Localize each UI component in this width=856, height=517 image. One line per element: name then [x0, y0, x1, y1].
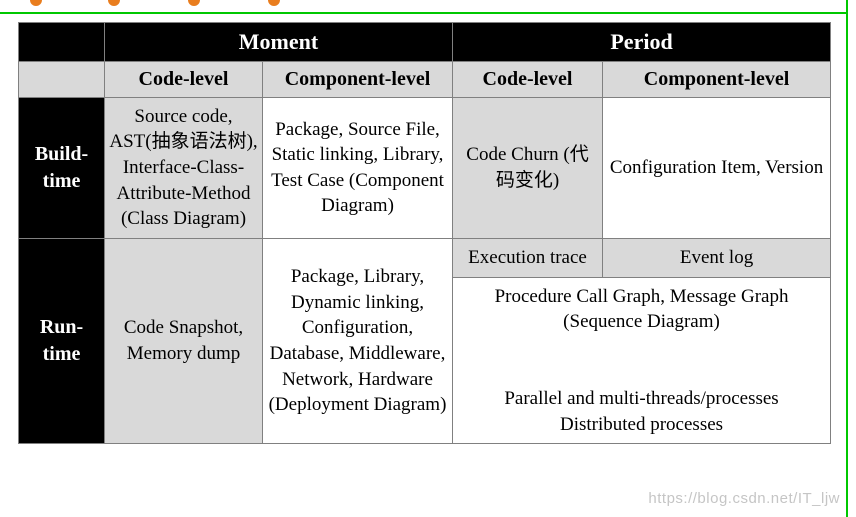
cell-build-period-code: Code Churn (代码变化) — [453, 97, 603, 238]
cell-build-moment-component: Package, Source File, Static linking, Li… — [263, 97, 453, 238]
dot-icon — [268, 0, 280, 6]
row-header-build: Build-time — [19, 97, 105, 238]
header-period: Period — [453, 23, 831, 62]
watermark: https://blog.csdn.net/IT_ljw — [648, 490, 840, 507]
cell-run-moment-component: Package, Library, Dynamic linking, Confi… — [263, 238, 453, 443]
corner-blank — [19, 23, 105, 62]
dot-icon — [30, 0, 42, 6]
dot-icon — [188, 0, 200, 6]
cell-build-period-component: Configuration Item, Version — [603, 97, 831, 238]
subheader-moment-code: Code-level — [105, 61, 263, 97]
cell-run-period-code-top: Execution trace — [453, 238, 603, 277]
cell-build-moment-code: Source code, AST(抽象语法树), Interface-Class… — [105, 97, 263, 238]
right-green-line — [846, 0, 848, 517]
classification-table: Moment Period Code-level Component-level… — [18, 22, 830, 444]
cell-run-moment-code: Code Snapshot, Memory dump — [105, 238, 263, 443]
subheader-period-component: Component-level — [603, 61, 831, 97]
dot-row — [0, 0, 856, 8]
header-moment: Moment — [105, 23, 453, 62]
subheader-period-code: Code-level — [453, 61, 603, 97]
cell-run-period-merged: Procedure Call Graph, Message Graph (Seq… — [453, 277, 831, 444]
subheader-blank — [19, 61, 105, 97]
cell-run-period-component-top: Event log — [603, 238, 831, 277]
dot-icon — [108, 0, 120, 6]
subheader-moment-component: Component-level — [263, 61, 453, 97]
row-header-run: Run-time — [19, 238, 105, 443]
